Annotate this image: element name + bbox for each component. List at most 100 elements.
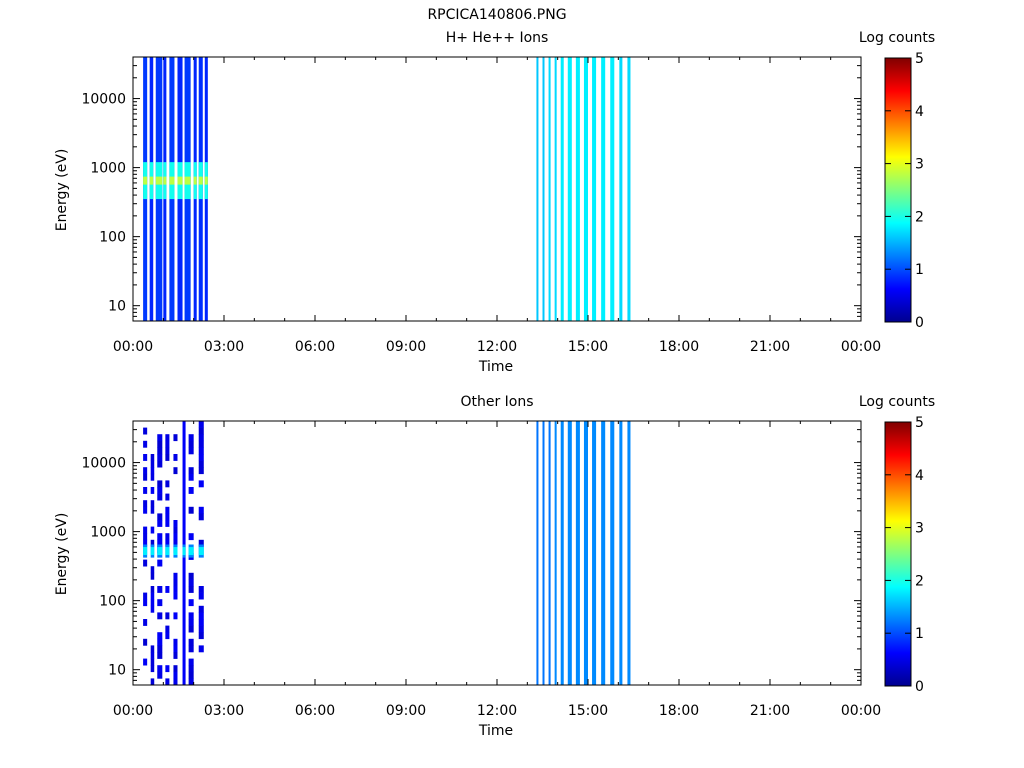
heatmap-cell	[165, 506, 170, 514]
heatmap-strip	[575, 57, 580, 321]
panel-title: Other Ions	[460, 394, 533, 410]
heatmap-strip	[542, 57, 545, 321]
heatmap-cell	[165, 447, 170, 455]
heatmap-cell	[165, 513, 170, 521]
heatmap-strip	[592, 421, 597, 685]
heatmap-cell	[188, 612, 194, 620]
heatmap-strip	[548, 421, 551, 685]
figure-title: RPCICA140806.PNG	[427, 7, 566, 23]
heatmap-cell	[198, 421, 204, 428]
heatmap-band-core	[149, 176, 154, 185]
x-axis-label: Time	[478, 723, 513, 739]
heatmap-cell	[143, 487, 148, 494]
heatmap-cell	[198, 447, 204, 455]
heatmap-strip	[610, 421, 615, 685]
heatmap-cell	[173, 652, 178, 659]
heatmap-cell	[173, 645, 178, 653]
heatmap-cell	[173, 579, 178, 587]
heatmap-cell	[165, 625, 170, 633]
y-tick-label: 100	[99, 230, 126, 246]
x-tick-label: 00:00	[841, 703, 881, 719]
heatmap-cell	[143, 658, 148, 666]
heatmap-cell	[143, 506, 148, 514]
heatmap-cell	[198, 539, 204, 547]
heatmap-cell	[173, 454, 178, 461]
y-axis-label: Energy (eV)	[54, 149, 70, 232]
heatmap-band-core	[150, 547, 155, 556]
heatmap-band-core	[204, 176, 208, 185]
heatmap-cell	[150, 454, 155, 461]
heatmap-cell	[188, 678, 194, 686]
heatmap-cell	[157, 586, 163, 593]
heatmap-cell	[188, 572, 194, 580]
x-tick-label: 09:00	[386, 703, 426, 719]
heatmap-cell	[165, 533, 170, 541]
heatmap-cell	[150, 526, 155, 534]
heatmap-cell	[173, 572, 178, 580]
heatmap-band-core	[188, 547, 194, 556]
heatmap-cell	[165, 520, 170, 527]
heatmap-band-core	[173, 547, 178, 556]
heatmap-cell	[157, 665, 163, 673]
heatmap-strip	[610, 57, 615, 321]
heatmap-cell	[173, 526, 178, 534]
x-tick-label: 00:00	[113, 703, 153, 719]
heatmap-cell	[157, 520, 163, 527]
heatmap-strip	[567, 57, 572, 321]
heatmap-cell	[157, 559, 163, 567]
x-tick-label: 18:00	[659, 703, 699, 719]
x-tick-label: 12:00	[477, 339, 517, 355]
heatmap-cell	[198, 427, 204, 435]
heatmap-cell	[150, 658, 155, 666]
heatmap-cell	[143, 539, 148, 547]
heatmap-strip	[592, 57, 597, 321]
heatmap-strip	[601, 57, 606, 321]
heatmap-strip	[627, 421, 631, 685]
heatmap-cell	[157, 480, 163, 488]
heatmap-cell	[173, 539, 178, 547]
heatmap-cell	[150, 605, 155, 613]
colorbar-title: Log counts	[859, 30, 935, 46]
heatmap-cell	[198, 460, 204, 468]
heatmap-strip	[583, 57, 588, 321]
heatmap-cell	[165, 665, 170, 673]
heatmap-cell	[165, 440, 170, 448]
heatmap-cell	[188, 586, 194, 593]
x-tick-label: 15:00	[568, 339, 608, 355]
panel-h-he-ions: H+ He++ Ions Log counts Energy (eV) Time…	[54, 30, 935, 375]
y-tick-label: 10000	[81, 92, 126, 108]
heatmap-cell	[157, 440, 163, 448]
heatmap-band-core	[198, 176, 203, 185]
heatmap-cell	[198, 454, 204, 461]
heatmap-cell	[150, 652, 155, 659]
heatmap-strip	[567, 421, 572, 685]
colorbar-tick-label: 2	[915, 573, 924, 589]
y-tick-label: 1000	[90, 525, 126, 541]
x-axis-label: Time	[478, 359, 513, 375]
heatmap-cell	[157, 638, 163, 646]
heatmap-cell	[150, 592, 155, 600]
heatmap-cell	[165, 539, 170, 547]
heatmap-cell	[188, 434, 194, 442]
heatmap-cell	[143, 427, 148, 435]
heatmap-cell	[143, 467, 148, 475]
y-tick-label: 1000	[90, 161, 126, 177]
heatmap-cell	[165, 454, 170, 461]
heatmap-cell	[188, 473, 194, 481]
heatmap-cell	[157, 612, 163, 620]
heatmap-cell	[173, 467, 178, 475]
heatmap-cell	[188, 671, 194, 679]
heatmap-cell	[157, 513, 163, 521]
x-tick-label: 21:00	[750, 703, 790, 719]
heatmap-band-core	[155, 176, 163, 185]
heatmap-cell	[173, 592, 178, 600]
heatmap-cell	[150, 460, 155, 468]
heatmap-cell	[143, 533, 148, 541]
heatmap-band-core	[182, 547, 186, 556]
heatmap-cell	[188, 533, 194, 541]
heatmap-cell	[165, 480, 170, 488]
heatmap-cell	[157, 447, 163, 455]
heatmap-cell	[198, 467, 204, 475]
heatmap-band-core	[165, 547, 170, 556]
heatmap-cell	[157, 454, 163, 461]
